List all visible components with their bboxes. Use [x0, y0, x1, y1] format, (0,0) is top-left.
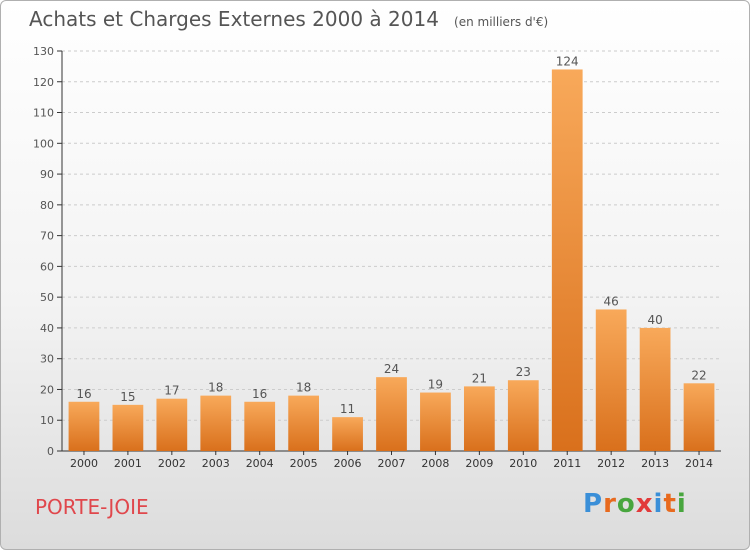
y-tick-label: 130: [33, 45, 54, 58]
x-tick-label: 2007: [378, 457, 406, 470]
bar: [551, 69, 583, 451]
logo-letter: i: [676, 489, 687, 519]
y-tick-label: 70: [40, 230, 54, 243]
bar: [420, 392, 451, 451]
x-tick-label: 2013: [641, 457, 669, 470]
data-label: 17: [164, 384, 179, 398]
chart-subtitle: (en milliers d'€): [454, 15, 549, 29]
title-row: Achats et Charges Externes 2000 à 2014 (…: [29, 7, 548, 31]
y-tick-label: 50: [40, 291, 54, 304]
y-tick-label: 80: [40, 199, 54, 212]
bar: [463, 386, 495, 451]
data-label: 18: [296, 381, 311, 395]
data-label: 124: [556, 54, 579, 68]
bar: [112, 404, 144, 451]
x-tick-label: 2000: [70, 457, 98, 470]
bar: [332, 417, 363, 451]
data-label: 23: [516, 365, 531, 379]
logo-letter: r: [603, 489, 617, 519]
x-tick-label: 2010: [509, 457, 537, 470]
logo-letter: i: [653, 489, 664, 519]
x-tick-label: 2008: [421, 457, 449, 470]
chart-title: Achats et Charges Externes 2000 à 2014: [29, 7, 439, 31]
proxiti-logo: Proxiti: [583, 489, 687, 519]
bar: [683, 383, 715, 451]
y-tick-label: 40: [40, 322, 54, 335]
data-labels: 16 15 17 18 16 18 11 24 19 21 23 124 46 40 22: [76, 54, 706, 416]
data-label: 24: [384, 362, 399, 376]
data-label: 11: [340, 402, 355, 416]
logo-letter: x: [635, 489, 654, 519]
bar: [376, 377, 407, 451]
data-label: 40: [647, 313, 662, 327]
bar: [507, 380, 539, 451]
y-tick-label: 60: [40, 260, 54, 273]
x-tick-label: 2004: [246, 457, 274, 470]
y-tick-label: 10: [40, 414, 54, 427]
data-label: 16: [252, 387, 267, 401]
data-label: 15: [120, 390, 135, 404]
bar: [639, 327, 671, 451]
logo-letter: o: [616, 489, 636, 519]
bar: [288, 395, 320, 451]
data-label: 21: [472, 371, 487, 385]
x-tick-label: 2005: [290, 457, 318, 470]
x-tick-label: 2001: [114, 457, 142, 470]
x-tick-label: 2006: [334, 457, 362, 470]
data-label: 16: [76, 387, 91, 401]
y-tick-label: 100: [33, 137, 54, 150]
logo-letter: t: [663, 489, 677, 519]
bar: [200, 395, 232, 451]
x-tick-label: 2011: [553, 457, 581, 470]
y-tick-label: 90: [40, 168, 54, 181]
bar: [68, 401, 100, 451]
logo-letter: P: [583, 489, 604, 519]
y-tick-label: 0: [47, 445, 54, 458]
x-tick-label: 2014: [685, 457, 713, 470]
data-label: 22: [691, 368, 706, 382]
x-tick-label: 2002: [158, 457, 186, 470]
y-tick-label: 110: [33, 107, 54, 120]
y-tick-label: 120: [33, 76, 54, 89]
x-tick-label: 2009: [465, 457, 493, 470]
y-tick-label: 30: [40, 353, 54, 366]
bars: [68, 69, 715, 451]
bar: [156, 398, 188, 451]
data-label: 19: [428, 378, 443, 392]
bar: [595, 309, 627, 451]
y-tick-label: 20: [40, 383, 54, 396]
x-tick-label: 2012: [597, 457, 625, 470]
data-label: 46: [604, 294, 619, 308]
bar: [244, 401, 276, 451]
data-label: 18: [208, 381, 223, 395]
commune-name: PORTE-JOIE: [35, 495, 149, 519]
x-tick-label: 2003: [202, 457, 230, 470]
